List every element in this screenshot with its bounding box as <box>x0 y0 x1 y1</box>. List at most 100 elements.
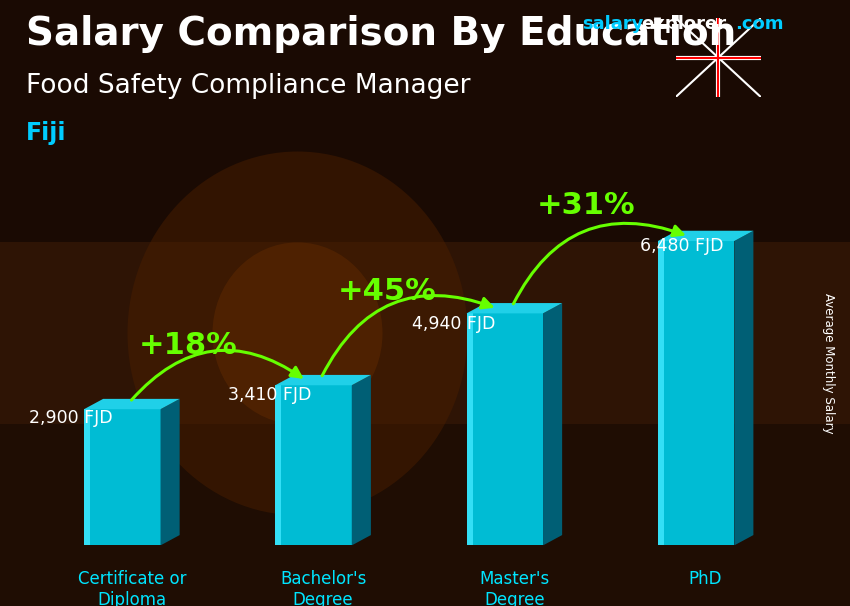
Bar <box>0 558 850 561</box>
Bar <box>0 309 850 312</box>
Bar <box>0 397 850 400</box>
Bar <box>0 327 850 330</box>
Bar <box>0 276 850 279</box>
Bar <box>0 530 850 533</box>
Bar <box>0 533 850 536</box>
Bar <box>0 194 850 197</box>
Bar <box>0 130 850 133</box>
Bar <box>0 79 850 82</box>
Bar <box>0 588 850 591</box>
Bar <box>0 603 850 606</box>
Polygon shape <box>84 409 161 545</box>
Bar <box>0 379 850 382</box>
Bar <box>0 554 850 558</box>
Bar <box>0 103 850 106</box>
Bar <box>0 421 850 424</box>
Bar <box>0 33 850 36</box>
Polygon shape <box>734 231 753 545</box>
Bar <box>0 3 850 6</box>
Bar <box>0 573 850 576</box>
Bar <box>0 188 850 191</box>
Bar <box>0 94 850 97</box>
Bar <box>0 500 850 503</box>
Bar <box>0 97 850 100</box>
Bar <box>0 448 850 451</box>
Polygon shape <box>352 375 371 545</box>
Bar <box>0 167 850 170</box>
Text: 2,900 FJD: 2,900 FJD <box>29 409 112 427</box>
Bar <box>0 415 850 418</box>
Bar <box>0 300 850 303</box>
Bar <box>0 561 850 564</box>
Polygon shape <box>275 375 371 385</box>
Bar <box>0 24 850 27</box>
Bar <box>0 473 850 476</box>
Bar <box>0 345 850 348</box>
Bar <box>0 451 850 454</box>
Polygon shape <box>84 399 179 409</box>
Bar <box>0 124 850 127</box>
Bar <box>0 251 850 255</box>
Bar <box>0 430 850 433</box>
Bar <box>0 139 850 142</box>
Bar <box>0 330 850 333</box>
Bar <box>0 42 850 45</box>
Bar <box>0 579 850 582</box>
Bar <box>0 215 850 218</box>
Bar <box>0 291 850 294</box>
Bar <box>0 248 850 251</box>
Polygon shape <box>467 313 543 545</box>
Bar <box>0 594 850 597</box>
Bar <box>0 339 850 342</box>
Bar <box>0 182 850 185</box>
Bar <box>0 515 850 518</box>
Bar <box>0 370 850 373</box>
Bar <box>0 597 850 600</box>
Bar <box>0 418 850 421</box>
Polygon shape <box>161 399 179 545</box>
Bar <box>0 524 850 527</box>
Bar <box>0 467 850 470</box>
Bar <box>0 12 850 15</box>
Text: +31%: +31% <box>536 191 635 220</box>
Bar <box>0 439 850 442</box>
Bar <box>0 539 850 542</box>
Bar <box>0 506 850 509</box>
Bar <box>0 136 850 139</box>
Bar <box>0 382 850 385</box>
Bar <box>0 21 850 24</box>
Bar <box>0 224 850 227</box>
Bar <box>0 373 850 376</box>
Bar <box>0 270 850 273</box>
Bar <box>0 551 850 554</box>
Bar <box>0 294 850 297</box>
Bar <box>0 118 850 121</box>
Bar <box>0 512 850 515</box>
Ellipse shape <box>128 152 468 515</box>
Bar <box>0 155 850 158</box>
Bar <box>0 303 850 306</box>
Bar <box>0 233 850 236</box>
Bar <box>0 412 850 415</box>
Text: Fiji: Fiji <box>26 121 66 145</box>
Bar <box>0 442 850 445</box>
Bar <box>0 312 850 315</box>
Bar <box>0 242 850 245</box>
Bar <box>0 433 850 436</box>
Bar <box>0 355 850 358</box>
Bar <box>0 203 850 206</box>
Bar <box>0 58 850 61</box>
Bar <box>0 461 850 464</box>
Text: Food Safety Compliance Manager: Food Safety Compliance Manager <box>26 73 470 99</box>
Text: salary: salary <box>582 15 643 33</box>
Bar <box>0 73 850 76</box>
Bar <box>0 273 850 276</box>
Bar <box>0 542 850 545</box>
Bar <box>0 100 850 103</box>
Ellipse shape <box>212 242 382 424</box>
Bar <box>0 424 850 427</box>
Polygon shape <box>467 303 562 313</box>
Bar <box>0 548 850 551</box>
Text: Salary Comparison By Education: Salary Comparison By Education <box>26 15 736 53</box>
Bar <box>0 227 850 230</box>
